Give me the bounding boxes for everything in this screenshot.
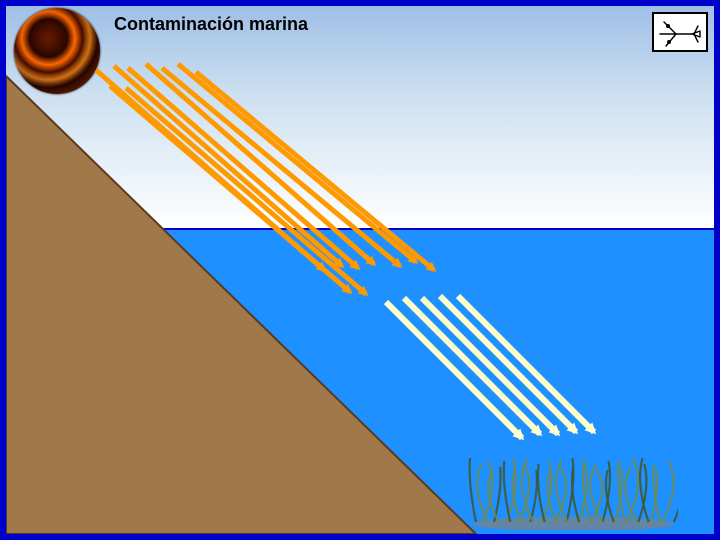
seagrass — [468, 454, 678, 530]
diagram-canvas: Contaminación marina — [0, 0, 720, 540]
